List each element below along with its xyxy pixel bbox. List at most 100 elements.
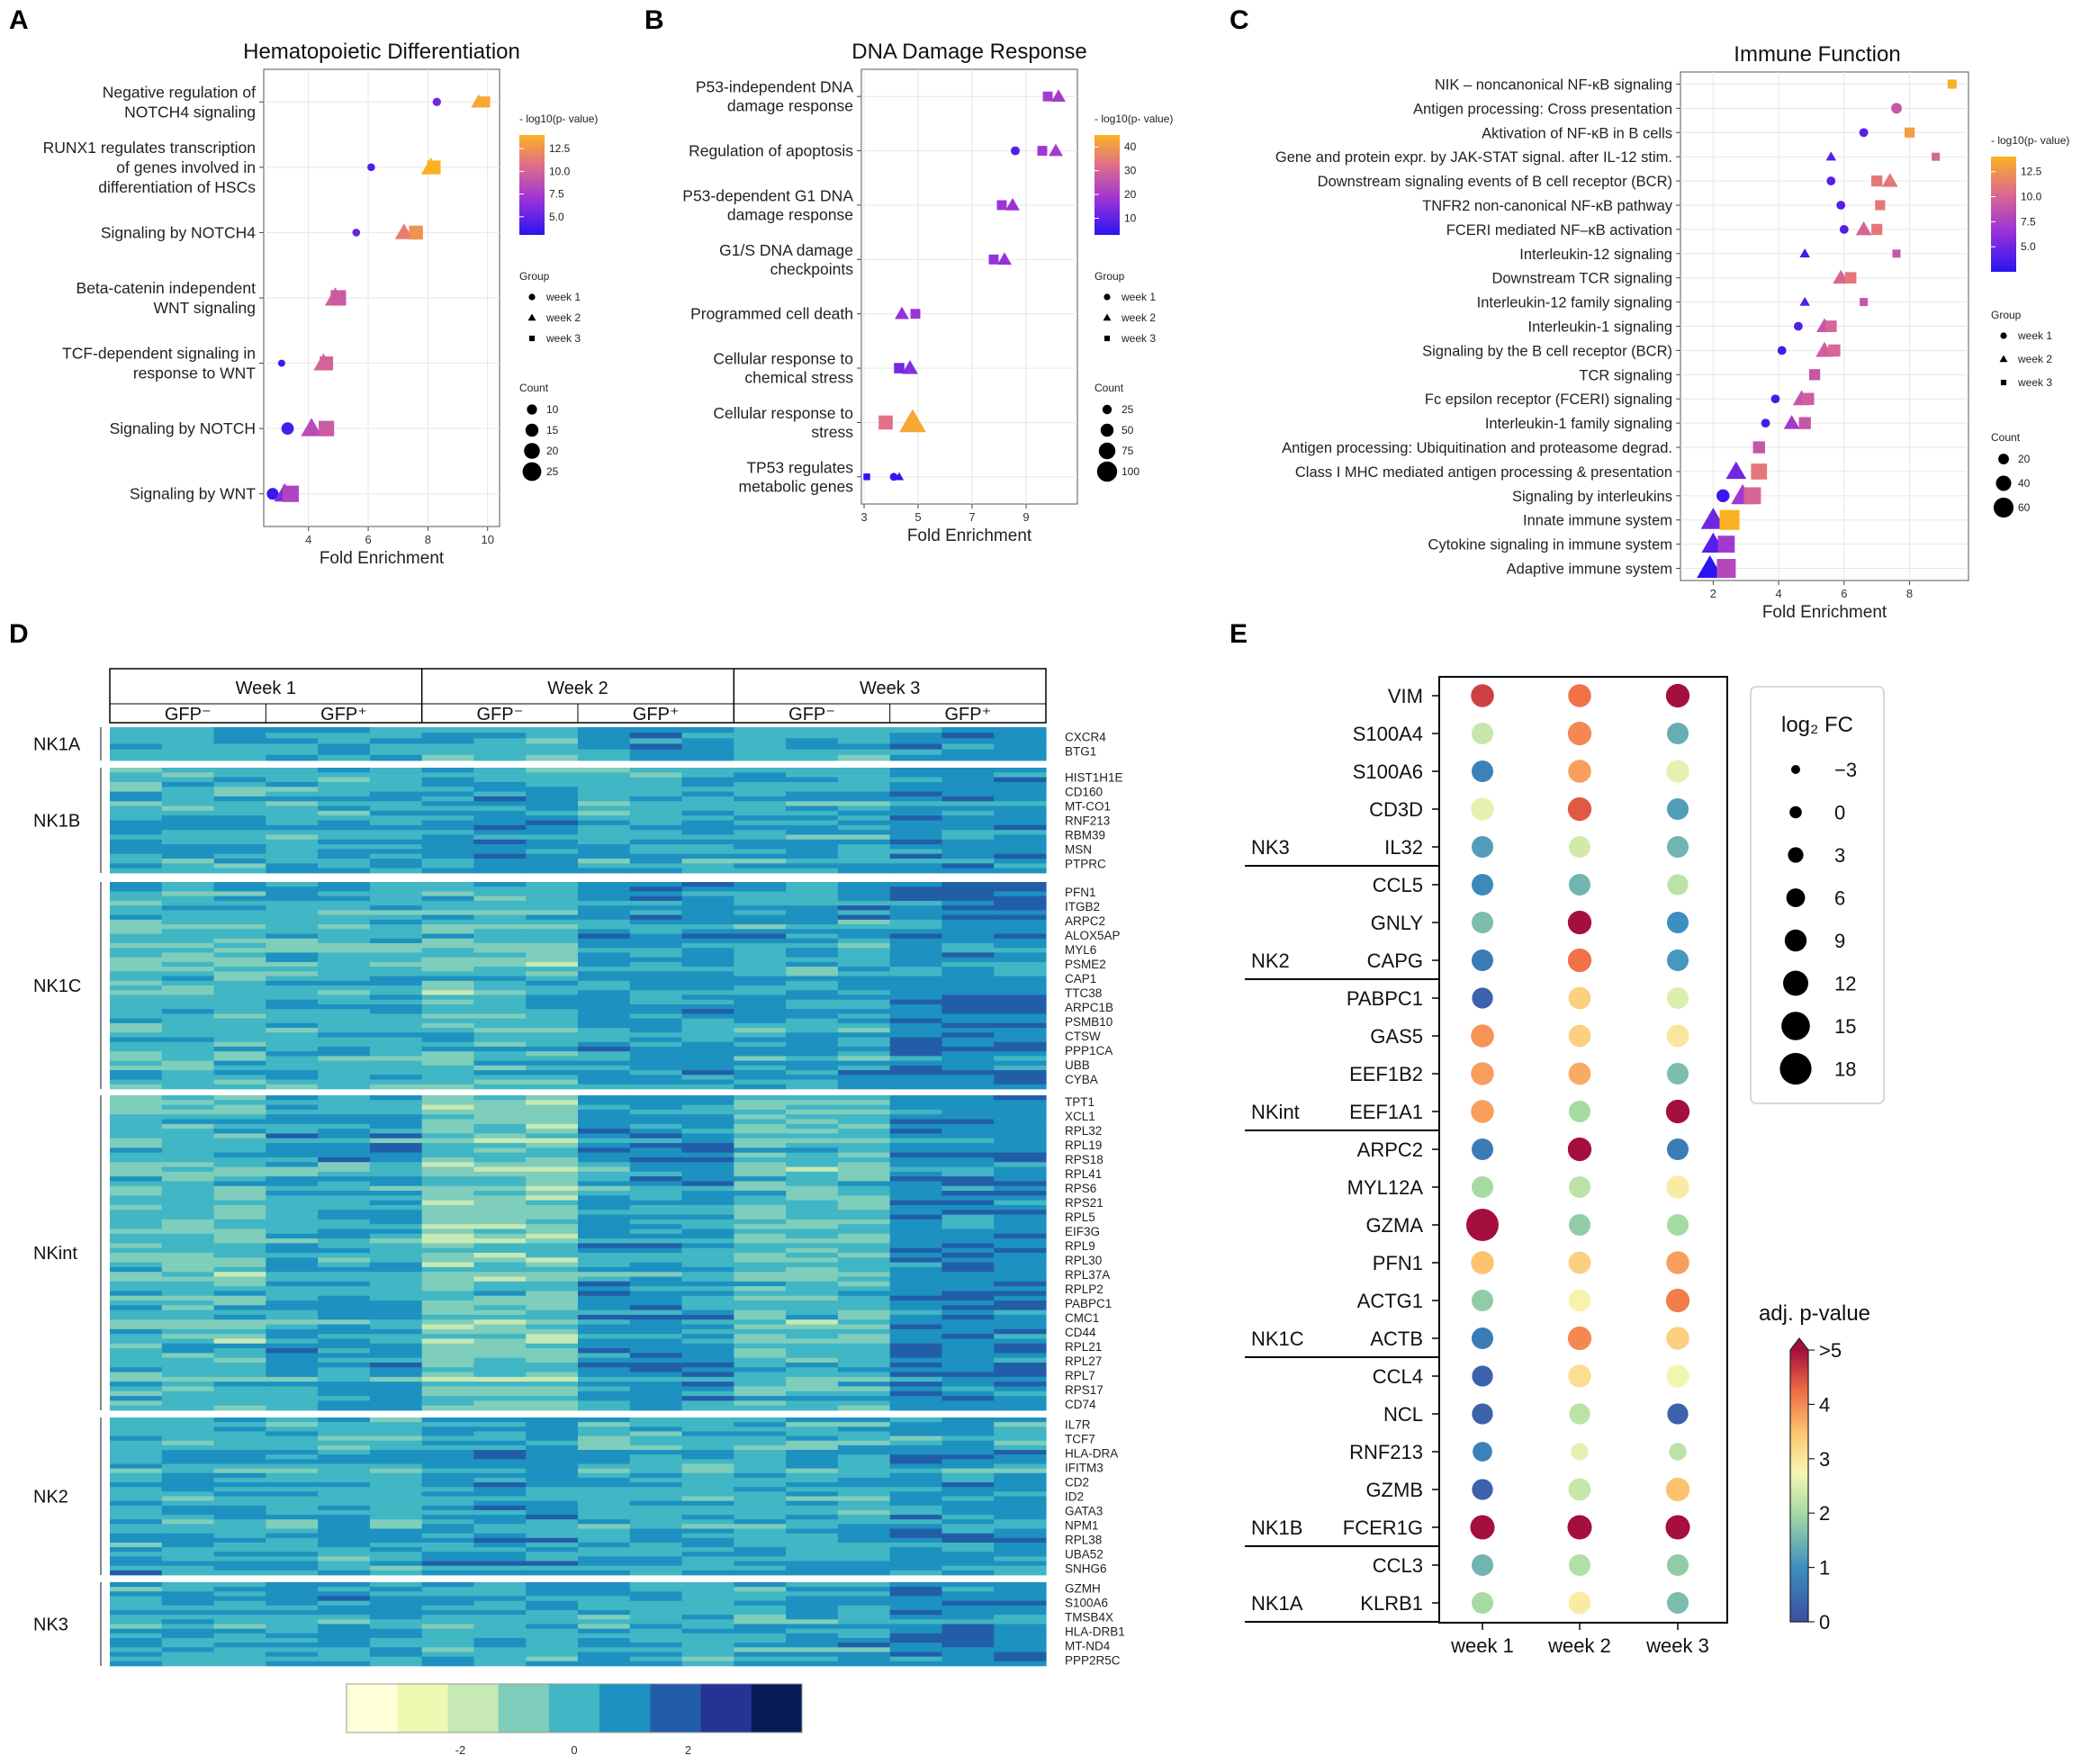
heatmap-cell: [526, 1652, 579, 1658]
heatmap-cell: [681, 1233, 734, 1239]
heatmap-cell: [318, 1148, 371, 1154]
heatmap-cell: [473, 1166, 527, 1173]
heatmap-cell: [941, 924, 995, 930]
heatmap-cell: [110, 971, 163, 976]
heatmap-cell: [213, 1515, 266, 1520]
heatmap-cell: [421, 1022, 475, 1029]
heatmap-cell: [213, 1095, 266, 1101]
heatmap-cell: [473, 910, 527, 915]
heatmap-cell: [941, 1405, 995, 1411]
heatmap-cell: [473, 896, 527, 902]
heatmap-cell: [110, 1214, 163, 1220]
heatmap-cell: [369, 938, 423, 944]
term-label: Antigen processing: Ubiquitination and p…: [1282, 440, 1672, 456]
heatmap-cell: [941, 1228, 995, 1235]
heatmap-cell: [994, 1477, 1047, 1483]
heatmap-cell: [837, 1338, 891, 1345]
heatmap-cell: [318, 886, 371, 892]
heatmap-cell: [473, 781, 527, 788]
heatmap-cell: [734, 863, 787, 869]
heatmap-cell: [734, 1376, 787, 1382]
heatmap-cell: [526, 1463, 579, 1470]
size-legend-dot: [1786, 888, 1806, 907]
heatmap-cell: [318, 914, 371, 921]
heatmap-cell: [110, 1166, 163, 1173]
heatmap-cell: [473, 1660, 527, 1667]
heatmap-cell: [734, 882, 787, 887]
heatmap-cell: [629, 1319, 683, 1325]
heatmap-cell: [889, 844, 943, 850]
heatmap-cell: [889, 1022, 943, 1029]
heatmap-cell: [994, 1647, 1047, 1652]
heatmap-cell: [161, 1362, 215, 1368]
heatmap-cell: [837, 1353, 891, 1359]
heatmap-cell: [526, 1487, 579, 1492]
heatmap-cell: [161, 1233, 215, 1239]
heatmap-cell: [578, 1444, 631, 1451]
gene-label: RPL7: [1065, 1369, 1095, 1382]
color-tick-label: 12.5: [549, 142, 571, 155]
heatmap-cell: [110, 986, 163, 991]
heatmap-cell: [837, 1565, 891, 1571]
gene-label: TPT1: [1065, 1095, 1095, 1109]
data-point-week-3: [1716, 559, 1736, 579]
heatmap-cell: [681, 1171, 734, 1177]
heatmap-cell: [421, 1472, 475, 1479]
heatmap-cell: [734, 1305, 787, 1311]
heatmap-cell: [526, 1477, 579, 1483]
heatmap-cell: [629, 815, 683, 821]
heatmap-cell: [110, 929, 163, 934]
heatmap-cell: [110, 1051, 163, 1057]
heatmap-cell: [734, 1191, 787, 1196]
gene-label: RPL37A: [1065, 1268, 1110, 1282]
heatmap-cell: [473, 952, 527, 958]
heatmap-cell: [681, 1386, 734, 1392]
heatmap-cell: [473, 1482, 527, 1488]
heatmap-cell: [786, 1228, 839, 1235]
gene-label: CD2: [1065, 1476, 1089, 1490]
heatmap-cell: [526, 924, 579, 930]
heatmap-cell: [161, 1477, 215, 1483]
heatmap-cell: [837, 1065, 891, 1071]
heatmap-cell: [681, 1647, 734, 1652]
heatmap-cell: [629, 1459, 683, 1464]
heatmap-cell: [889, 1552, 943, 1557]
heatmap-cell: [318, 952, 371, 958]
heatmap-cell: [110, 1300, 163, 1306]
heatmap-cell: [266, 1482, 319, 1488]
heatmap-cell: [110, 1390, 163, 1397]
heatmap-cell: [734, 1565, 787, 1571]
heatmap-cell: [889, 1528, 943, 1534]
heatmap-cell: [421, 1156, 475, 1163]
heatmap-cell: [110, 1305, 163, 1311]
heatmap-cell: [161, 1257, 215, 1264]
heatmap-cell: [421, 1084, 475, 1090]
heatmap-cell: [161, 1195, 215, 1202]
heatmap-cell: [994, 1652, 1047, 1658]
heatmap-cell: [734, 1171, 787, 1177]
heatmap-cell: [473, 1328, 527, 1335]
heatmap-cell: [681, 777, 734, 783]
heatmap-cell: [421, 1037, 475, 1043]
heatmap-cell: [110, 1515, 163, 1520]
heatmap-cell: [941, 938, 995, 944]
heatmap-cell: [786, 849, 839, 855]
heatmap-cell: [837, 1171, 891, 1177]
heatmap-cell: [837, 1070, 891, 1076]
heatmap-cell: [837, 1281, 891, 1287]
heatmap-cell: [941, 1291, 995, 1297]
heatmap-cell: [994, 1041, 1047, 1048]
gene-label: GZMH: [1065, 1582, 1101, 1596]
heatmap-cell: [734, 1276, 787, 1282]
heatmap-cell: [837, 882, 891, 887]
heatmap-cell: [369, 1051, 423, 1057]
heatmap-cell: [266, 1119, 319, 1125]
heatmap-cell: [266, 1405, 319, 1411]
heatmap-cell: [889, 1119, 943, 1125]
heatmap-cell: [318, 1276, 371, 1282]
heatmap-cell: [994, 1162, 1047, 1167]
heatmap-cell: [889, 1114, 943, 1120]
heatmap-cell: [526, 1556, 579, 1562]
heatmap-cell: [889, 900, 943, 906]
heatmap-cell: [266, 1505, 319, 1511]
